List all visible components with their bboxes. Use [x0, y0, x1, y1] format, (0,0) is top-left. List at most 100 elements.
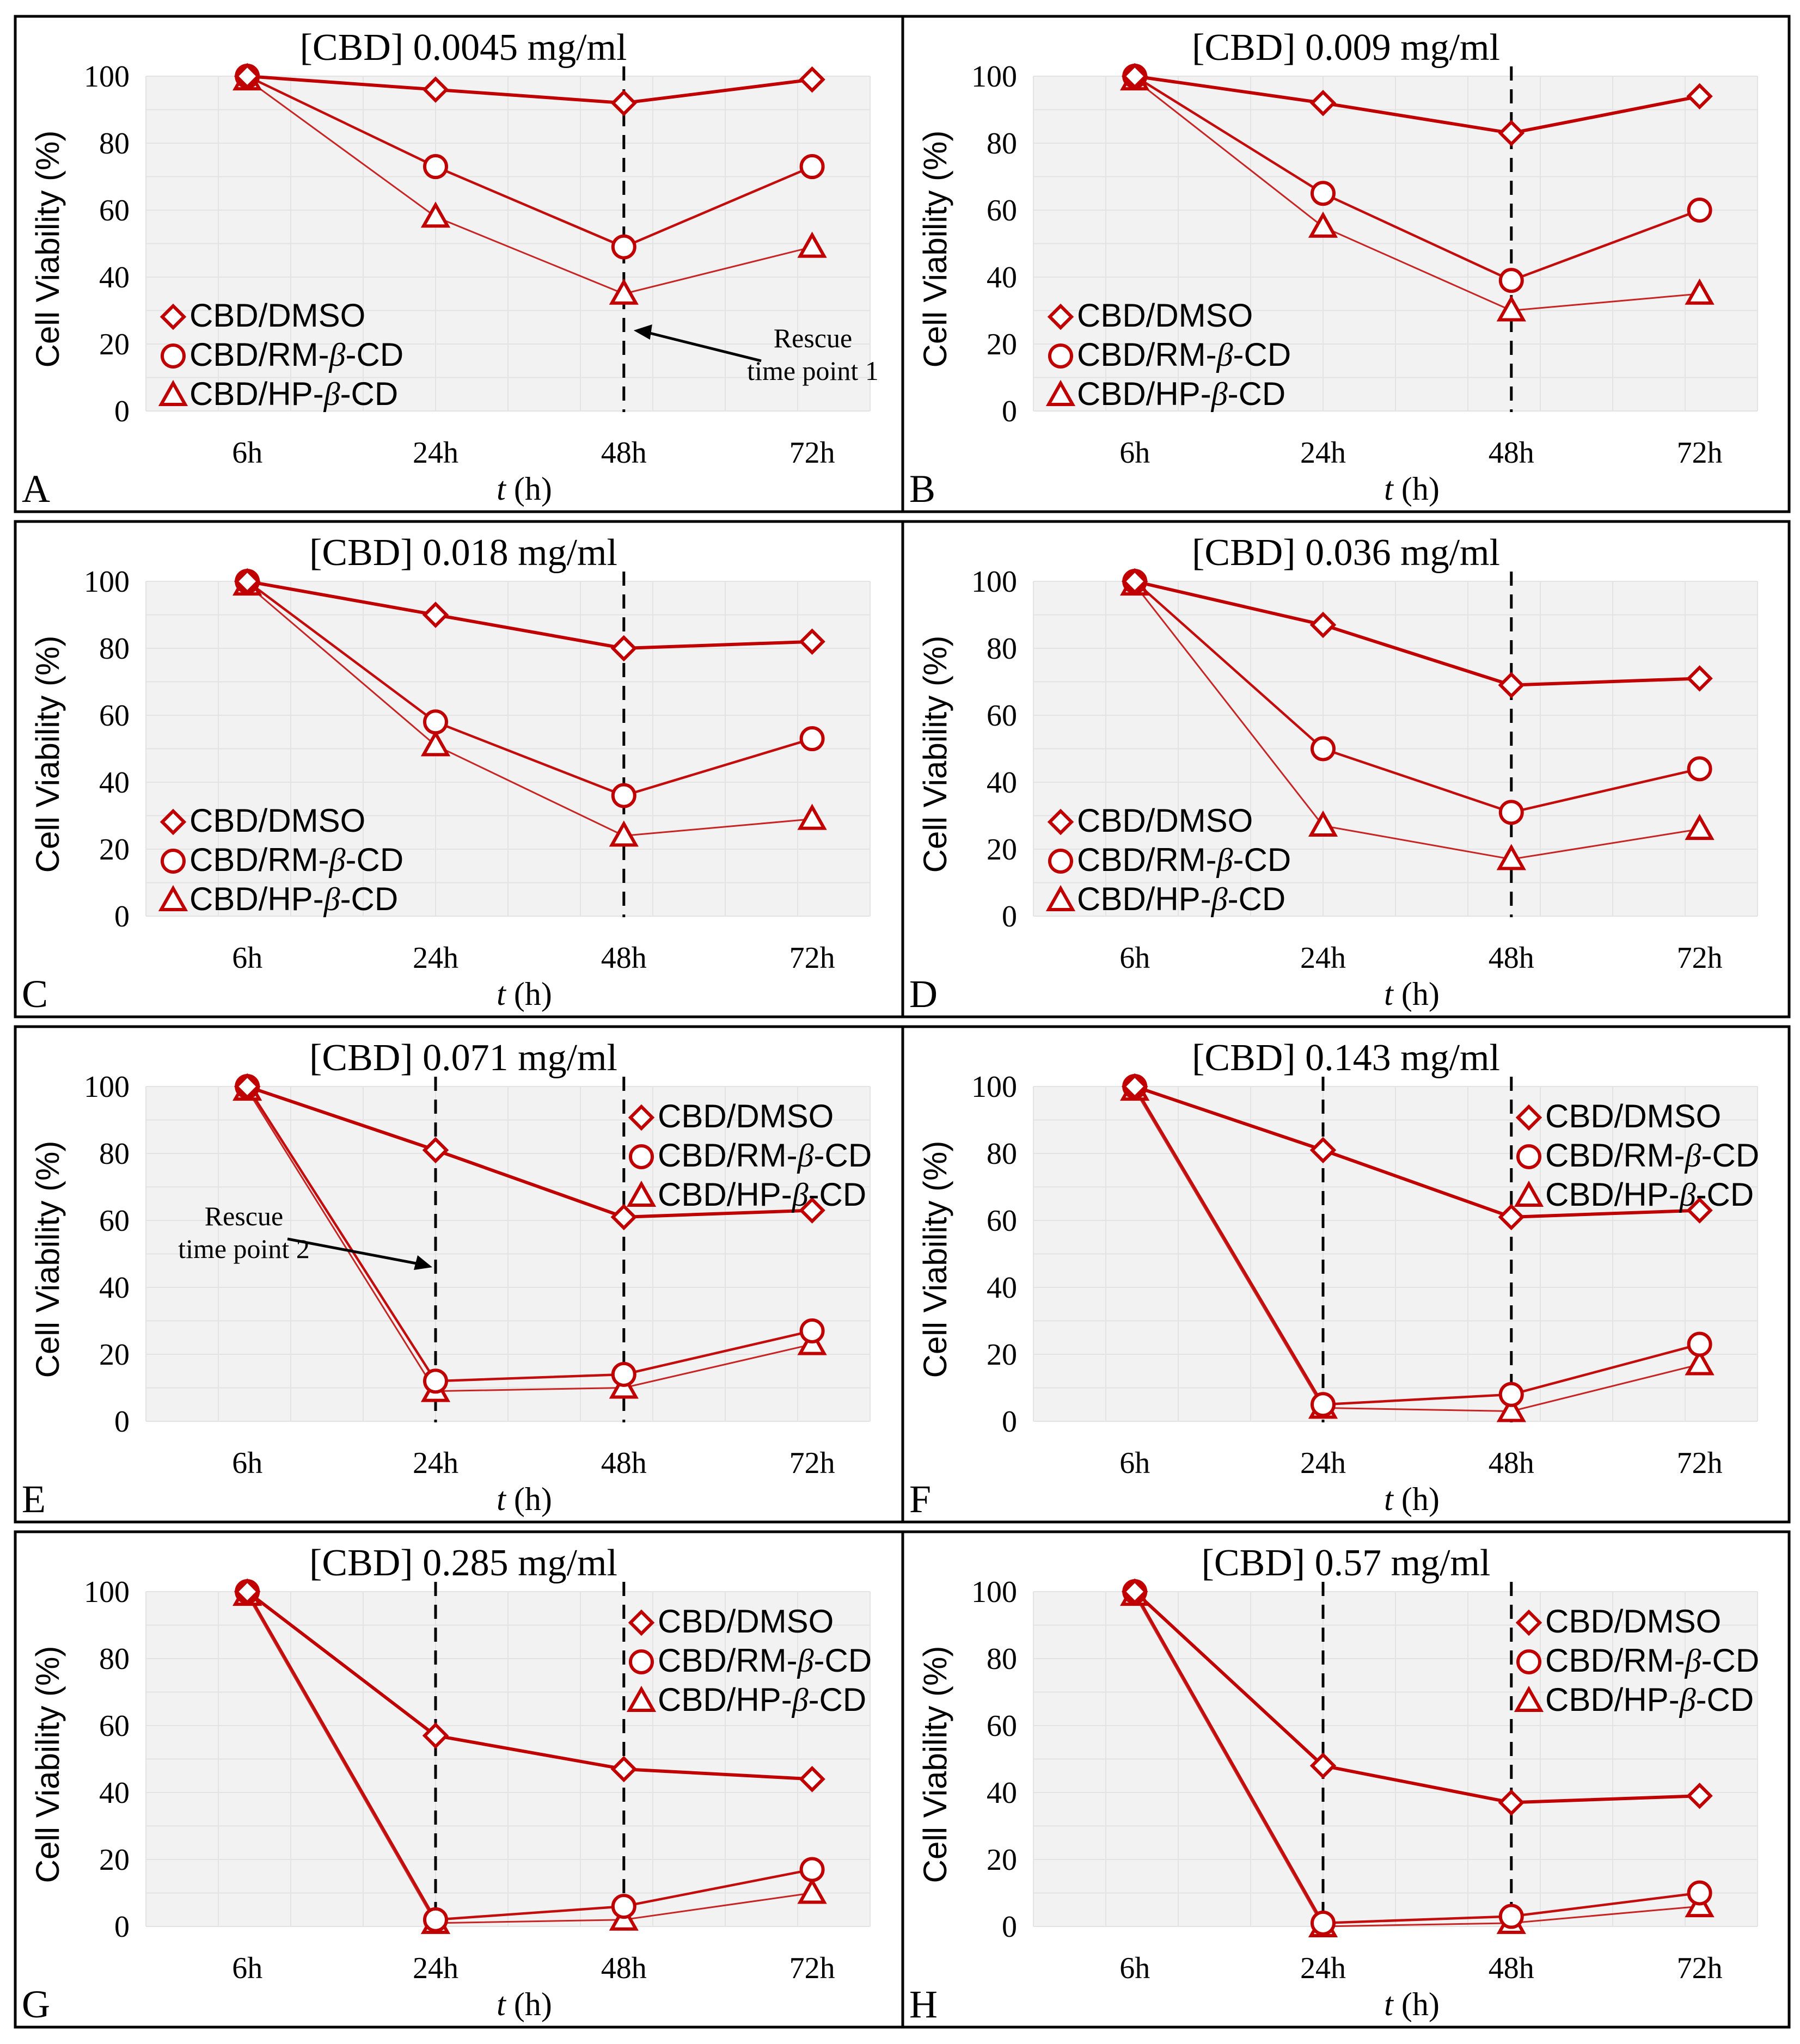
y-tick-label: 0 [114, 395, 130, 428]
legend-label-part: -CD [346, 842, 404, 878]
x-tick-label: 72h [789, 1951, 835, 1985]
legend-marker-diamond [1047, 808, 1074, 836]
legend-label-part: CBD/RM- [1077, 842, 1217, 878]
y-tick-label: 60 [99, 1709, 130, 1743]
legend-marker-circle [629, 1144, 654, 1169]
y-tick-label: 20 [99, 328, 130, 361]
y-axis-label: Cell Viability (%) [29, 1646, 66, 1883]
series-line-triangle [247, 584, 812, 837]
y-tick-label: 20 [99, 1338, 130, 1372]
x-tick-label: 72h [1677, 1446, 1723, 1480]
legend-marker-circle [629, 1649, 654, 1674]
annotation-line-2: time point 1 [747, 355, 879, 386]
data-point-diamond [1686, 1782, 1713, 1809]
panel-letter: H [909, 1982, 938, 2026]
data-point-triangle [1496, 1396, 1526, 1422]
y-tick-label: 0 [1002, 395, 1017, 428]
legend-label-part: CBD/RM- [189, 842, 329, 878]
panel-g: [CBD] 0.285 mg/ml 0 20 40 60 80 100 6h 24h 48h 72h… [14, 1530, 913, 2029]
legend-label-part: -CD [814, 1137, 872, 1174]
legend-label-part: CBD/HP- [1077, 376, 1211, 412]
legend-label-circle: CBD/RM-β-CD [1077, 842, 1291, 878]
x-tick-label: 6h [232, 941, 262, 975]
x-tick-label: 24h [413, 1446, 458, 1480]
data-point-circle [423, 1368, 448, 1394]
legend-label-diamond: CBD/DMSO [1077, 297, 1253, 334]
data-point-circle [1498, 268, 1524, 293]
legend-label-part: CBD/RM- [658, 1137, 798, 1174]
x-axis-label-variable: t [1384, 1986, 1394, 2022]
legend-label-part: -CD [1233, 842, 1291, 878]
x-axis-label-unit: (h) [506, 976, 552, 1012]
x-axis-label-unit: (h) [1393, 1481, 1440, 1517]
x-tick-label: 24h [1300, 1951, 1346, 1985]
legend-label-part: CBD/DMSO [189, 297, 365, 334]
data-point-diamond [1686, 665, 1713, 692]
data-point-circle [1687, 1880, 1712, 1906]
legend-label-part: β [323, 376, 340, 412]
x-tick-label: 6h [1119, 1951, 1150, 1985]
data-point-diamond [234, 568, 261, 595]
series-line-circle [1134, 1085, 1700, 1406]
panel-a: [CBD] 0.0045 mg/ml 0 20 40 60 80 100 6h 24h 48h 72… [14, 15, 913, 513]
legend-label-part: β [1211, 881, 1228, 917]
y-axis-label: Cell Viability (%) [29, 636, 66, 873]
legend-marker-triangle [158, 379, 188, 406]
panel-letter: E [22, 1477, 46, 1521]
annotation-arrowhead [414, 1255, 432, 1270]
legend-marker-triangle [1045, 885, 1076, 911]
data-point-circle [1311, 1392, 1336, 1417]
y-tick-label: 60 [99, 699, 130, 733]
y-tick-label: 100 [971, 1070, 1017, 1104]
data-point-circle [423, 709, 448, 735]
data-point-diamond [1498, 120, 1525, 146]
legend-label-circle: CBD/RM-β-CD [1545, 1137, 1759, 1174]
y-tick-label: 40 [987, 1271, 1017, 1305]
y-tick-label: 100 [84, 60, 130, 94]
x-tick-label: 24h [413, 436, 458, 470]
y-tick-label: 60 [987, 699, 1017, 733]
legend-label-triangle: CBD/HP-β-CD [658, 1176, 866, 1213]
x-tick-label: 24h [1300, 436, 1346, 470]
legend-label-part: CBD/DMSO [1545, 1098, 1721, 1134]
legend-label-diamond: CBD/DMSO [1077, 802, 1253, 839]
series-line-triangle [1134, 584, 1700, 860]
x-tick-label: 48h [601, 1446, 647, 1480]
y-axis-label: Cell Viability (%) [917, 1646, 953, 1883]
data-point-circle [423, 154, 448, 180]
panel-c: [CBD] 0.018 mg/ml 0 20 40 60 80 100 6h 24h 48h 72h… [14, 520, 913, 1018]
legend-label-triangle: CBD/HP-β-CD [1077, 376, 1285, 412]
y-tick-label: 60 [99, 1204, 130, 1238]
legend-label-diamond: CBD/DMSO [189, 297, 365, 334]
legend-marker-circle [1048, 343, 1073, 369]
y-tick-label: 100 [84, 565, 130, 599]
x-axis-label-unit: (h) [506, 471, 552, 507]
data-point-diamond [1121, 63, 1148, 90]
legend-label-part: -CD [1228, 881, 1286, 917]
data-point-diamond [1309, 89, 1337, 116]
data-point-diamond [422, 76, 449, 103]
x-axis-label-unit: (h) [506, 1481, 552, 1517]
panel-d: [CBD] 0.036 mg/ml 0 20 40 60 80 100 6h 24h 48h 72h… [901, 520, 1791, 1018]
panel-title: [CBD] 0.57 mg/ml [1202, 1542, 1491, 1584]
x-axis-label: t (h) [1384, 1986, 1440, 2022]
legend-marker-triangle [626, 1685, 657, 1712]
x-axis-label-variable: t [1384, 471, 1394, 507]
legend-marker-circle [1048, 849, 1073, 874]
legend-label-part: β [1679, 1177, 1696, 1213]
y-tick-label: 80 [987, 1137, 1017, 1171]
data-point-circle [799, 1318, 825, 1343]
y-tick-label: 20 [99, 833, 130, 867]
series-line-triangle [246, 1594, 812, 1924]
data-point-diamond [1498, 1204, 1525, 1231]
x-tick-label: 48h [601, 941, 647, 975]
y-tick-label: 0 [114, 900, 130, 934]
panel-title: [CBD] 0.143 mg/ml [1192, 1037, 1500, 1079]
legend-marker-diamond [160, 808, 187, 836]
y-tick-label: 20 [987, 833, 1017, 867]
y-tick-label: 60 [99, 194, 130, 228]
x-axis-label-unit: (h) [506, 1986, 552, 2022]
x-tick-label: 24h [413, 1951, 458, 1985]
legend-label-part: CBD/RM- [658, 1642, 798, 1679]
